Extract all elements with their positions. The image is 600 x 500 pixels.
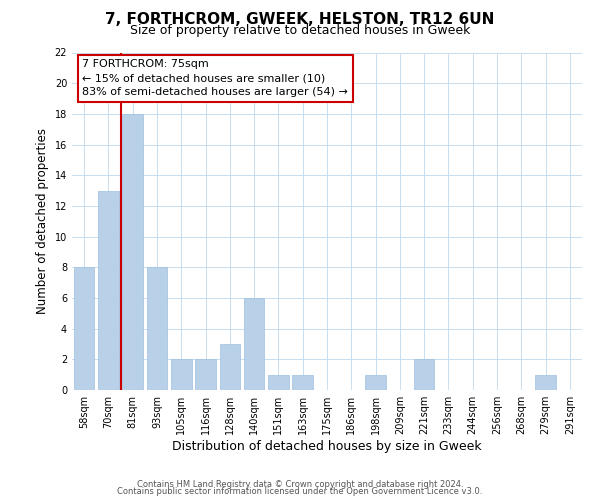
Bar <box>220 344 240 390</box>
Text: 7 FORTHCROM: 75sqm
← 15% of detached houses are smaller (10)
83% of semi-detache: 7 FORTHCROM: 75sqm ← 15% of detached hou… <box>82 59 348 97</box>
Bar <box>292 374 313 390</box>
Y-axis label: Number of detached properties: Number of detached properties <box>36 128 49 314</box>
Text: Contains HM Land Registry data © Crown copyright and database right 2024.: Contains HM Land Registry data © Crown c… <box>137 480 463 489</box>
Text: Size of property relative to detached houses in Gweek: Size of property relative to detached ho… <box>130 24 470 37</box>
Text: 7, FORTHCROM, GWEEK, HELSTON, TR12 6UN: 7, FORTHCROM, GWEEK, HELSTON, TR12 6UN <box>106 12 494 28</box>
Text: Contains public sector information licensed under the Open Government Licence v3: Contains public sector information licen… <box>118 487 482 496</box>
Bar <box>365 374 386 390</box>
Bar <box>122 114 143 390</box>
Bar <box>74 268 94 390</box>
Bar <box>171 360 191 390</box>
Bar <box>98 190 119 390</box>
Bar <box>268 374 289 390</box>
Bar <box>535 374 556 390</box>
Bar <box>195 360 216 390</box>
Bar <box>146 268 167 390</box>
Bar <box>414 360 434 390</box>
Bar <box>244 298 265 390</box>
X-axis label: Distribution of detached houses by size in Gweek: Distribution of detached houses by size … <box>172 440 482 453</box>
